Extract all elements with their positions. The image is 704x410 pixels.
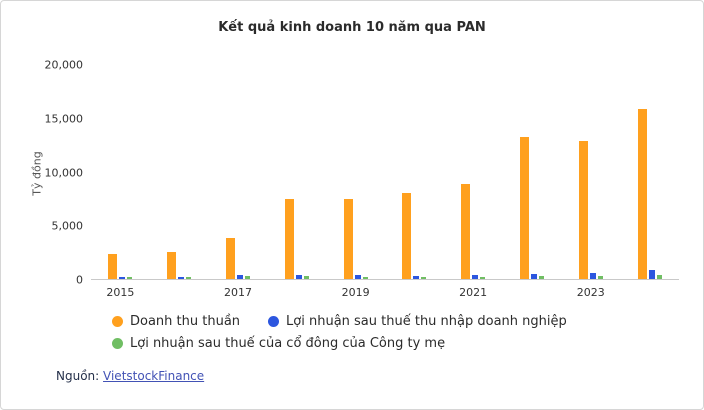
bar <box>178 276 185 279</box>
bar <box>303 276 309 279</box>
bar <box>530 273 537 279</box>
x-tick-label: 2019 <box>341 286 370 299</box>
y-axis-labels: 0 5,000 10,000 15,000 20,000 <box>31 59 84 287</box>
bar <box>284 198 294 279</box>
bar <box>461 183 471 279</box>
bar <box>519 136 529 279</box>
source-label: Nguồn: <box>56 369 100 383</box>
legend-marker-icon <box>112 316 123 327</box>
bar-group: 2015 <box>106 65 134 299</box>
bar <box>186 277 192 279</box>
legend-item-label: Doanh thu thuần <box>130 314 241 329</box>
bar <box>648 270 655 279</box>
bar <box>225 238 235 279</box>
bar <box>413 276 420 279</box>
legend-item[interactable]: Doanh thu thuần <box>112 314 240 329</box>
source-line: Nguồn: VietstockFinance <box>56 369 204 383</box>
bar <box>362 276 368 279</box>
legend: Doanh thu thuần Lợi nhuận sau thuế thu nh… <box>112 314 592 351</box>
bar <box>343 198 353 279</box>
y-tick-label: 10,000 <box>44 166 84 179</box>
bar-group <box>637 65 662 279</box>
bar-group <box>519 65 544 279</box>
bar-group: 2021 <box>459 65 487 299</box>
bar <box>589 272 596 279</box>
legend-marker-icon <box>268 316 280 327</box>
bar-group <box>284 65 309 279</box>
bar-group: 2023 <box>577 65 605 299</box>
y-tick-label: 20,000 <box>44 58 84 72</box>
legend-marker-icon <box>112 338 123 349</box>
bar <box>119 276 126 279</box>
bar-group: 2019 <box>342 65 370 299</box>
bar <box>295 274 302 279</box>
y-tick-label: 15,000 <box>44 112 84 126</box>
bar-group: 2017 <box>224 65 252 299</box>
legend-item-label: Lợi nhuận sau thuế của cổ đông của Công … <box>130 336 446 351</box>
y-tick-label: 5,000 <box>51 219 84 233</box>
x-tick-label: 2023 <box>576 286 605 299</box>
y-tick-label: 0 <box>76 273 83 287</box>
bar <box>354 275 361 279</box>
bar-group <box>402 65 427 279</box>
bar <box>472 274 479 279</box>
bar <box>127 277 133 279</box>
bar <box>244 276 250 279</box>
bar <box>656 275 662 279</box>
bar <box>236 275 243 279</box>
bar <box>480 276 486 279</box>
bar <box>108 254 118 279</box>
bar <box>637 108 647 279</box>
bar <box>538 276 544 279</box>
x-tick-label: 2017 <box>223 286 252 299</box>
legend-item[interactable]: Lợi nhuận sau thuế thu nhập doanh nghiệp <box>268 314 567 329</box>
legend-item-label: Lợi nhuận sau thuế thu nhập doanh nghiệp <box>286 314 567 329</box>
bar <box>167 252 177 279</box>
bar-group <box>167 65 192 279</box>
chart-title: Kết quả kinh doanh 10 năm qua PAN <box>218 20 486 35</box>
x-tick-label: 2015 <box>106 286 135 299</box>
bar <box>578 140 588 279</box>
bar <box>597 276 603 279</box>
legend-item[interactable]: Lợi nhuận sau thuế của cổ đông của Công … <box>112 336 445 351</box>
x-tick-label: 2021 <box>459 286 488 299</box>
bar <box>402 193 412 279</box>
plot-area: 2015 2017 2019 2021 2023 <box>91 65 679 299</box>
source-link[interactable]: VietstockFinance <box>103 369 205 383</box>
bar <box>421 277 427 279</box>
